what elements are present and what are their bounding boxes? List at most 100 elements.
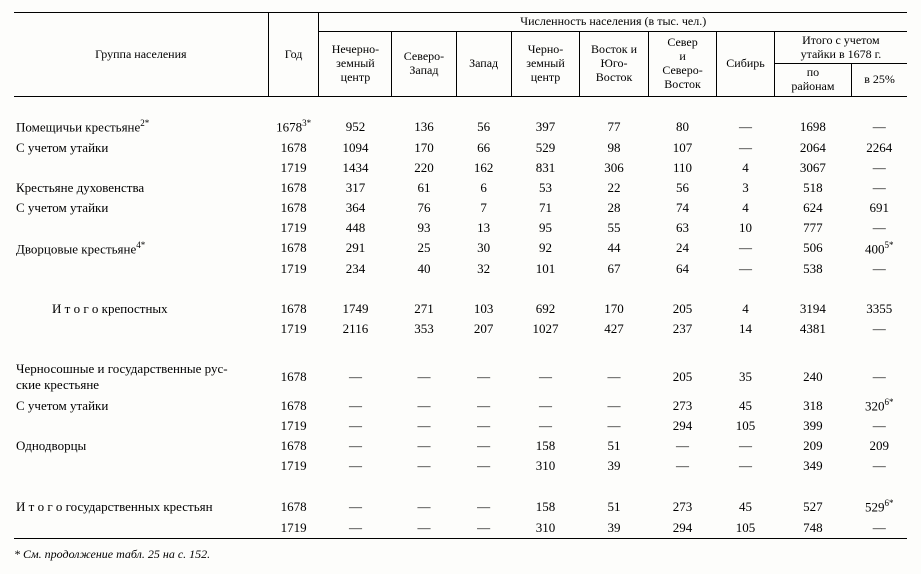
cell: — — [580, 359, 649, 395]
table-row: Дворцовые крестьяне4*16782912530924424—5… — [14, 238, 907, 259]
table-row: 1719143422016283130611043067— — [14, 158, 907, 178]
row-label — [14, 518, 268, 539]
row-year: 16783* — [268, 116, 319, 137]
table-row — [14, 339, 907, 359]
cell: 74 — [648, 198, 717, 218]
cell: 220 — [392, 158, 456, 178]
cell: 2264 — [852, 138, 907, 158]
table-row: С учетом утайки1678—————273453183206* — [14, 395, 907, 416]
table-row: И т о г о крепостных16781749271103692170… — [14, 299, 907, 319]
cell: 93 — [392, 218, 456, 238]
cell: 158 — [511, 436, 580, 456]
cell: 518 — [774, 178, 851, 198]
row-label — [14, 319, 268, 339]
cell: 209 — [774, 436, 851, 456]
cell: 98 — [580, 138, 649, 158]
col-group: Группа населения — [14, 13, 268, 97]
cell: 105 — [717, 416, 774, 436]
cell: — — [392, 436, 456, 456]
cell: 831 — [511, 158, 580, 178]
cell: 14 — [717, 319, 774, 339]
row-label: С учетом утайки — [14, 138, 268, 158]
row-label: Черносошные и государственные рус-ские к… — [14, 359, 268, 395]
cell: 92 — [511, 238, 580, 259]
cell: — — [852, 518, 907, 539]
cell: 364 — [319, 198, 392, 218]
cell: 777 — [774, 218, 851, 238]
cell: — — [511, 395, 580, 416]
cell: — — [852, 116, 907, 137]
cell: — — [852, 218, 907, 238]
cell: 105 — [717, 518, 774, 539]
row-label: И т о г о государственных крестьян — [14, 496, 268, 517]
table-row: 171921163532071027427237144381— — [14, 319, 907, 339]
cell: 55 — [580, 218, 649, 238]
cell: — — [456, 496, 511, 517]
cell: 529 — [511, 138, 580, 158]
cell: — — [580, 416, 649, 436]
cell: 271 — [392, 299, 456, 319]
table-row: 1719448931395556310777— — [14, 218, 907, 238]
cell: 237 — [648, 319, 717, 339]
cell: — — [319, 436, 392, 456]
cell: 3067 — [774, 158, 851, 178]
cell: 6 — [456, 178, 511, 198]
row-label: Помещичьи крестьяне2* — [14, 116, 268, 137]
col-pop-title: Численность населения (в тыс. чел.) — [319, 13, 907, 32]
row-year: 1678 — [268, 198, 319, 218]
table-row: Черносошные и государственные рус-ские к… — [14, 359, 907, 395]
cell: 291 — [319, 238, 392, 259]
cell: 30 — [456, 238, 511, 259]
cell: 110 — [648, 158, 717, 178]
cell: 66 — [456, 138, 511, 158]
cell: 624 — [774, 198, 851, 218]
row-label: Дворцовые крестьяне4* — [14, 238, 268, 259]
cell: 103 — [456, 299, 511, 319]
cell: — — [852, 319, 907, 339]
cell: — — [456, 395, 511, 416]
cell: 45 — [717, 496, 774, 517]
cell: 349 — [774, 456, 851, 476]
cell: 310 — [511, 518, 580, 539]
table-row: С учетом утайки167810941706652998107—206… — [14, 138, 907, 158]
col-c4: Черно-земныйцентр — [511, 31, 580, 96]
table-row: 1719———31039294105748— — [14, 518, 907, 539]
row-year: 1678 — [268, 178, 319, 198]
table-row: 1719—————294105399— — [14, 416, 907, 436]
cell: 506 — [774, 238, 851, 259]
table-header: Группа населения Год Численность населен… — [14, 13, 907, 97]
cell: 399 — [774, 416, 851, 436]
table-row: 1719———31039——349— — [14, 456, 907, 476]
table-row: И т о г о государственных крестьян1678——… — [14, 496, 907, 517]
cell: 4 — [717, 198, 774, 218]
cell: 1094 — [319, 138, 392, 158]
row-label: С учетом утайки — [14, 395, 268, 416]
cell: 3 — [717, 178, 774, 198]
cell: — — [392, 496, 456, 517]
row-year: 1719 — [268, 456, 319, 476]
cell: 45 — [717, 395, 774, 416]
cell: 317 — [319, 178, 392, 198]
row-year: 1719 — [268, 416, 319, 436]
cell: 51 — [580, 436, 649, 456]
cell: — — [648, 456, 717, 476]
row-year: 1678 — [268, 395, 319, 416]
cell: 28 — [580, 198, 649, 218]
cell: 527 — [774, 496, 851, 517]
cell: 101 — [511, 259, 580, 279]
cell: 205 — [648, 299, 717, 319]
cell: 44 — [580, 238, 649, 259]
row-label — [14, 456, 268, 476]
cell: 63 — [648, 218, 717, 238]
cell: 207 — [456, 319, 511, 339]
cell: 353 — [392, 319, 456, 339]
row-year: 1719 — [268, 518, 319, 539]
cell: 35 — [717, 359, 774, 395]
row-label — [14, 158, 268, 178]
cell: 306 — [580, 158, 649, 178]
row-label — [14, 416, 268, 436]
cell: 4 — [717, 299, 774, 319]
cell: — — [580, 395, 649, 416]
cell: 39 — [580, 456, 649, 476]
cell: 71 — [511, 198, 580, 218]
